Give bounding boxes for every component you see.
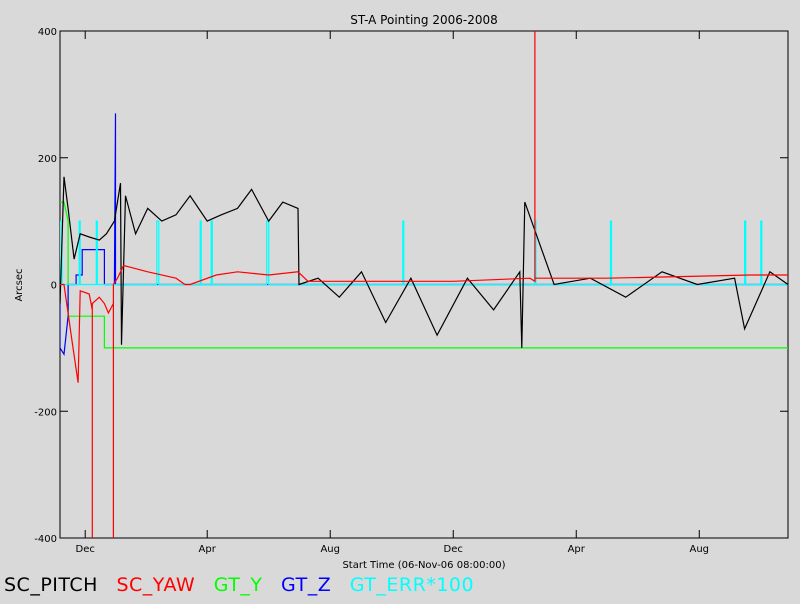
x-tick-label: Aug (320, 544, 340, 555)
series-line-sc-yaw (60, 31, 788, 538)
legend-item-sc-yaw: SC_YAW (116, 574, 196, 596)
chart-title: ST-A Pointing 2006-2008 (350, 13, 498, 27)
x-tick-label: Dec (444, 544, 463, 555)
y-tick-label: 0 (51, 281, 57, 292)
x-axis-label: Start Time (06-Nov-06 08:00:00) (342, 560, 505, 571)
y-tick-label: 400 (38, 27, 57, 38)
x-tick-label: Aug (690, 544, 710, 555)
x-tick-label: Apr (568, 544, 586, 555)
x-tick-label: Dec (76, 544, 95, 555)
legend: SC_PITCH SC_YAW GT_Y GT_Z GT_ERR*100 (4, 574, 486, 596)
y-tick-label: 200 (38, 154, 57, 165)
series-layer (60, 31, 788, 538)
legend-item-gt-z: GT_Z (281, 574, 332, 596)
legend-item-sc-pitch: SC_PITCH (4, 574, 98, 596)
y-axis-label: Arcsec (14, 268, 25, 301)
series-line-gt-z (60, 113, 788, 356)
series-line-gt-y (60, 201, 788, 349)
series-line-sc-pitch (60, 176, 788, 348)
x-tick-label: Apr (199, 544, 217, 555)
y-tick-label: -400 (34, 534, 57, 545)
legend-item-gt-y: GT_Y (213, 574, 263, 596)
x-axis-ticks: Dec Apr Aug Dec Apr Aug (76, 31, 710, 555)
y-axis-ticks: -400 -200 0 200 400 (34, 27, 788, 545)
series-line-gt-err-100 (60, 220, 788, 286)
y-tick-label: -200 (34, 407, 57, 418)
legend-item-gt-err: GT_ERR*100 (349, 574, 475, 596)
